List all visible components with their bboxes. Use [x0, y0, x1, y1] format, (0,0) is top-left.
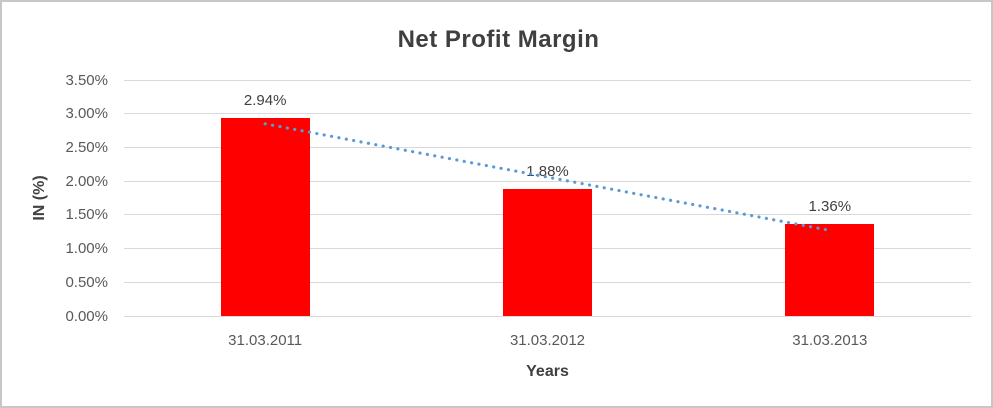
gridline: [124, 315, 971, 317]
y-tick-label: 1.00%: [65, 240, 108, 258]
bar-value-label: 1.36%: [808, 198, 852, 216]
y-tick-label: 1.50%: [65, 206, 108, 224]
y-tick-label: 2.00%: [65, 172, 108, 190]
bar-value-label: 1.88%: [526, 163, 569, 181]
y-tick-label: 3.50%: [65, 71, 108, 89]
y-tick-label: 0.50%: [65, 273, 108, 291]
x-axis-title: Years: [526, 363, 569, 380]
bar: [503, 189, 592, 316]
bar: [220, 117, 310, 316]
y-tick-label: 2.50%: [65, 138, 108, 156]
y-tick-label: 0.00%: [65, 307, 108, 325]
x-tick-label: 31.03.2013: [792, 332, 868, 349]
x-tick-label: 31.03.2012: [509, 332, 586, 349]
gridline: [124, 79, 971, 81]
chart-title: Net Profit Margin: [397, 26, 600, 53]
bar-value-label: 2.94%: [243, 91, 287, 109]
gridline: [124, 113, 971, 115]
bar: [785, 224, 875, 316]
y-tick-label: 3.00%: [65, 105, 108, 123]
x-tick-label: 31.03.2011: [228, 332, 303, 349]
